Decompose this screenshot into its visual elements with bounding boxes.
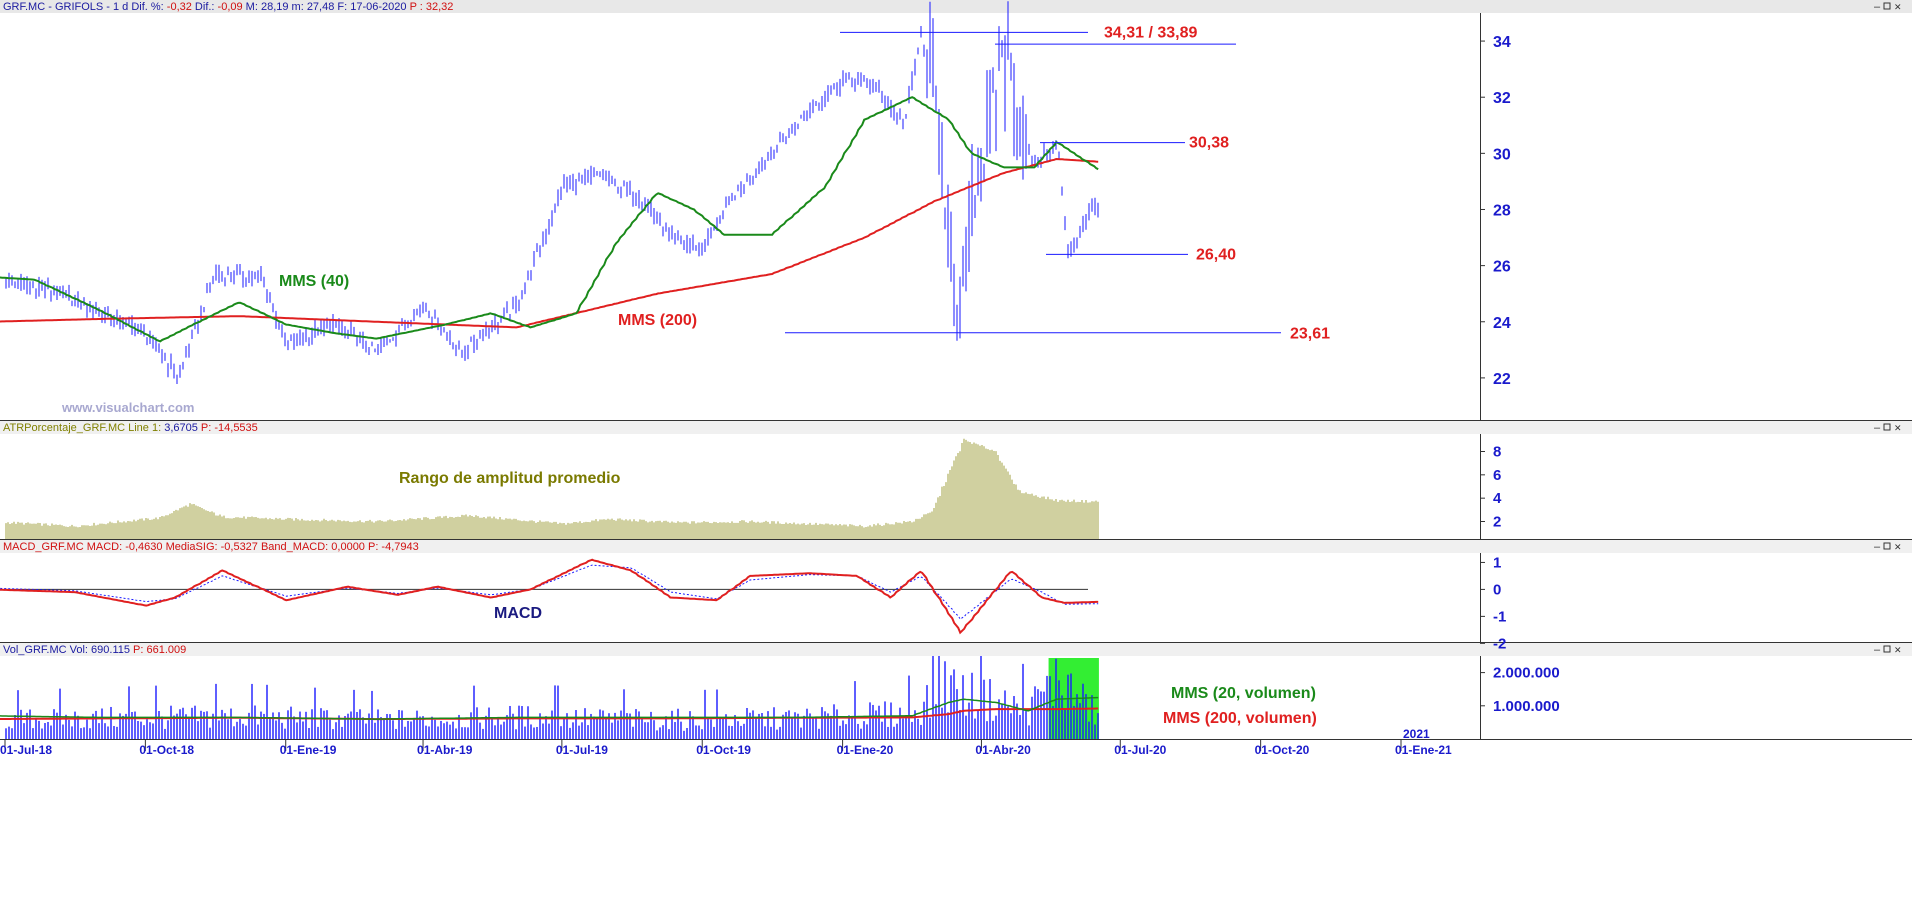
price-y-tick-label: 26 <box>1493 259 1511 276</box>
minimize-icon: – <box>1874 644 1881 656</box>
maximize-icon <box>1883 2 1891 10</box>
price-y-tick-label: 24 <box>1493 315 1511 332</box>
x-tick-label: 01-Oct-19 <box>696 743 751 757</box>
macd-label: MACD <box>494 605 542 622</box>
minimize-icon: – <box>1874 1 1881 13</box>
atr-y-tick-label: 8 <box>1493 444 1501 461</box>
atr-y-tick-label: 4 <box>1493 490 1502 507</box>
vol-panel-header: Vol_GRF.MC Vol: 690.115 P: 661.009 <box>3 644 186 656</box>
price-bars <box>5 1 1099 385</box>
level-label-23: 23,61 <box>1290 326 1330 343</box>
macd-y-tick-label: 1 <box>1493 554 1501 571</box>
x-tick-label: 01-Ene-20 <box>837 743 894 757</box>
atr-bars <box>5 438 1099 539</box>
watermark: www.visualchart.com <box>61 400 194 415</box>
minimize-icon: – <box>1874 541 1881 553</box>
panel-header-bar <box>0 0 1912 13</box>
x-tick-label: 01-Oct-20 <box>1255 743 1310 757</box>
mms200-label: MMS (200) <box>618 312 697 329</box>
close-icon: ✕ <box>1894 645 1902 655</box>
close-icon: ✕ <box>1894 542 1902 552</box>
atr-y-tick-label: 2 <box>1493 514 1501 531</box>
price-y-tick-label: 30 <box>1493 146 1511 163</box>
x-tick-label: 01-Ene-19 <box>280 743 337 757</box>
macd-line <box>0 558 1099 635</box>
x-tick-label: 01-Jul-19 <box>556 743 608 757</box>
x-tick-label: 01-Jul-20 <box>1114 743 1166 757</box>
empty-area <box>0 758 1912 922</box>
maximize-icon <box>1883 645 1891 653</box>
atr-y-tick-label: 6 <box>1493 467 1501 484</box>
x-tick-label: 01-Abr-20 <box>975 743 1031 757</box>
x-tick-label: 01-Oct-18 <box>139 743 194 757</box>
mms40-line <box>0 96 1099 343</box>
level-label-34: 34,31 / 33,89 <box>1104 24 1198 41</box>
macd-panel-header: MACD_GRF.MC MACD: -0,4630 MediaSIG: -0,5… <box>3 541 419 553</box>
macd-signal-line <box>0 564 1099 620</box>
atr-label: Rango de amplitud promedio <box>399 470 621 487</box>
price-y-tick-label: 32 <box>1493 90 1511 107</box>
maximize-icon <box>1883 542 1891 550</box>
level-label-26: 26,40 <box>1196 246 1236 263</box>
macd-y-tick-label: 0 <box>1493 581 1501 598</box>
level-label-30: 30,38 <box>1189 135 1229 152</box>
volume-mms200-label: MMS (200, volumen) <box>1163 710 1317 727</box>
macd-y-tick-label: -1 <box>1493 608 1506 625</box>
x-tick-label: 01-Ene-21 <box>1395 743 1452 757</box>
volume-mms20-line <box>0 696 1099 720</box>
macd-y-tick-label: -2 <box>1493 635 1506 652</box>
volume-y-tick-label: 1.000.000 <box>1493 698 1560 715</box>
price-panel-header: GRF.MC - GRIFOLS - 1 d Dif. %: -0,32 Dif… <box>3 1 453 13</box>
close-icon: ✕ <box>1894 2 1902 12</box>
price-y-tick-label: 28 <box>1493 202 1511 219</box>
mms40-label: MMS (40) <box>279 273 349 290</box>
maximize-icon <box>1883 423 1891 431</box>
price-y-tick-label: 22 <box>1493 371 1511 388</box>
panel-header-bar <box>0 421 1912 434</box>
volume-bars <box>5 656 1099 739</box>
volume-mms20-label: MMS (20, volumen) <box>1171 685 1316 702</box>
x-tick-label: 01-Jul-18 <box>0 743 52 757</box>
x-tick-label: 01-Abr-19 <box>417 743 473 757</box>
mms200-line <box>0 157 1099 329</box>
price-y-tick-label: 34 <box>1493 34 1511 51</box>
atr-panel-header: ATRPorcentaje_GRF.MC Line 1: 3,6705 P: -… <box>3 422 258 434</box>
volume-y-tick-label: 2.000.000 <box>1493 665 1560 682</box>
panel-header-bar <box>0 643 1912 656</box>
panel-header-bar <box>0 540 1912 553</box>
minimize-icon: – <box>1874 422 1881 434</box>
year-marker: 2021 <box>1403 727 1430 741</box>
close-icon: ✕ <box>1894 423 1902 433</box>
